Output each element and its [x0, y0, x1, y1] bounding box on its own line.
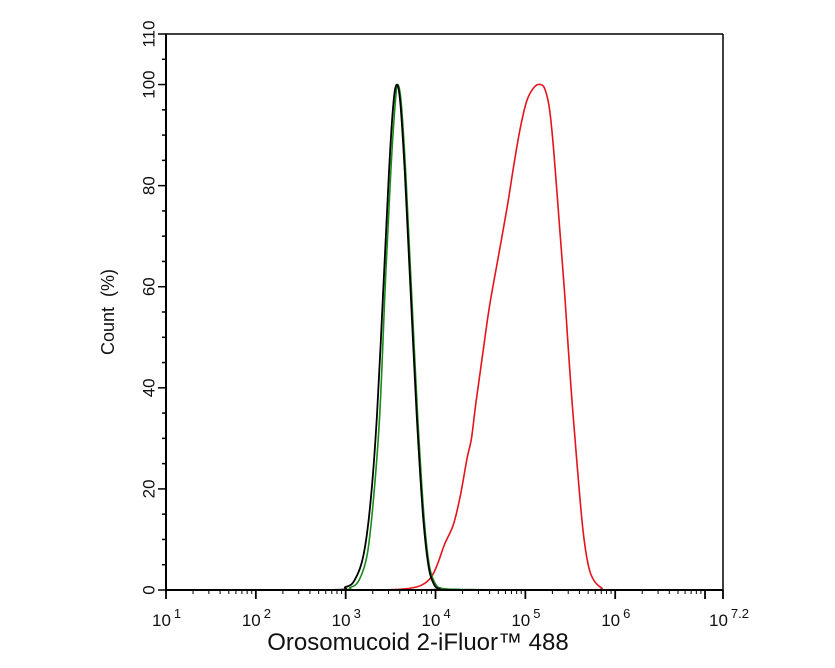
- y-tick-label: 20: [139, 479, 158, 498]
- y-tick-label: 40: [139, 378, 158, 397]
- y-tick-label: 110: [139, 20, 158, 47]
- x-tick-label: 10 4: [422, 606, 451, 630]
- x-axis-title: Orosomucoid 2-iFluor™ 488: [267, 629, 568, 656]
- y-tick-label: 0: [139, 585, 158, 594]
- x-axis: 10 1 10 2 10 3 10 4 10 5 10 6 10 7.2: [152, 589, 749, 630]
- x-tick-label: 10 6: [601, 606, 630, 630]
- y-tick-label: 80: [139, 176, 158, 195]
- series-black-control-line: [166, 83, 723, 591]
- series-green-isotype-line: [166, 83, 723, 591]
- x-tick-label: 10 7.2: [709, 606, 749, 630]
- x-tick-label: 10 5: [511, 606, 540, 630]
- x-tick-label: 10 2: [242, 606, 271, 630]
- y-tick-label: 100: [139, 70, 158, 98]
- x-tick-label: 10 1: [152, 606, 181, 630]
- series-red-sample-line: [386, 83, 723, 591]
- plot-frame: [166, 33, 724, 590]
- series-layer: [166, 83, 723, 591]
- x-tick-label: 10 3: [332, 606, 361, 630]
- y-axis: 0 20 40 60 80 100 110: [139, 20, 167, 595]
- y-axis-title: Count (%): [98, 269, 118, 355]
- y-tick-label: 60: [139, 277, 158, 296]
